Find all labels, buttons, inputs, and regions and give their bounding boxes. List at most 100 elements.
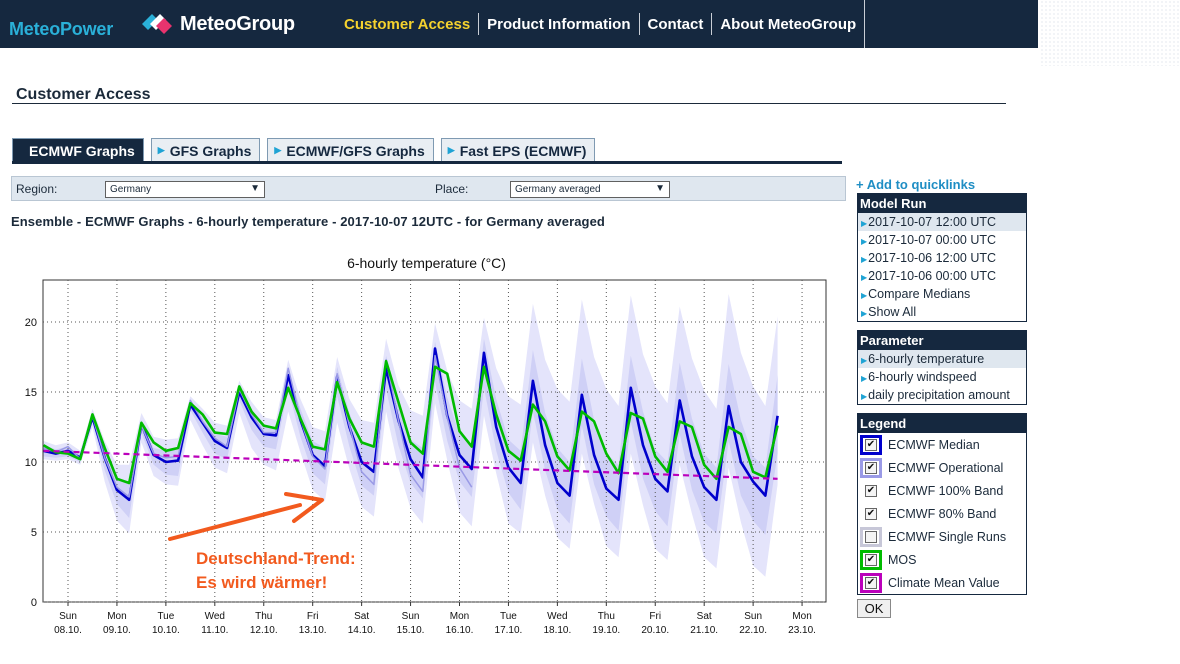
graph-tabs: ECMWF Graphs ▶ GFS Graphs ▶ ECMWF/GFS Grap… [12, 138, 596, 162]
nav-customer-access[interactable]: Customer Access [344, 15, 471, 33]
series-ecmwf-median [43, 347, 779, 502]
legend-item[interactable]: ✔ Climate Mean Value [858, 571, 1026, 594]
model-run-label: 2017-10-07 12:00 UTC [868, 215, 997, 229]
x-tick-day: Mon [107, 611, 126, 622]
nav-product-information[interactable]: Product Information [487, 15, 631, 33]
tab-label: ECMWF Graphs [29, 142, 135, 159]
model-run-label: Compare Medians [868, 287, 971, 301]
band-100-area [43, 294, 778, 577]
top-bar: MeteoPower MeteoGroup Customer Access Pr… [0, 0, 1038, 48]
legend-item[interactable]: ✔ MOS [858, 548, 1026, 571]
legend-swatch [860, 526, 882, 547]
chart-title: 6-hourly temperature (°C) [347, 255, 506, 271]
legend-label: ECMWF Single Runs [888, 529, 1007, 544]
nav-divider [478, 13, 480, 35]
series-mos [42, 359, 779, 485]
arrow-right-icon: ▶ [861, 374, 868, 383]
legend-checkbox[interactable]: ✔ [865, 576, 877, 589]
legend-checkbox[interactable] [865, 530, 877, 543]
show-all-link[interactable]: ▶Show All [858, 303, 1026, 321]
meteogroup-logo-icon[interactable] [142, 12, 172, 36]
arrow-right-icon: ▶ [861, 291, 868, 300]
model-run-label: 2017-10-06 12:00 UTC [868, 251, 997, 265]
legend-item[interactable]: ECMWF Single Runs [858, 525, 1026, 548]
meteogroup-wordmark[interactable]: MeteoGroup [180, 13, 295, 35]
tab-fast-eps[interactable]: ▶ Fast EPS (ECMWF) [440, 138, 596, 162]
legend-item[interactable]: ✔ ECMWF Operational [858, 456, 1026, 479]
parameter-item[interactable]: ▶daily precipitation amount [858, 386, 1026, 404]
parameter-label: 6-hourly temperature [868, 352, 985, 366]
tab-gfs-graphs[interactable]: ▶ GFS Graphs [150, 138, 261, 162]
graph-caption: Ensemble - ECMWF Graphs - 6-hourly tempe… [11, 214, 605, 229]
legend-swatch: ✔ [860, 457, 882, 478]
add-to-quicklinks-link[interactable]: + Add to quicklinks [856, 177, 976, 192]
temperature-chart: 6-hourly temperature (°C) Sun 08.10. Mon 09.… [25, 255, 827, 636]
arrow-right-icon: ▶ [861, 237, 868, 246]
legend-checkbox[interactable]: ✔ [865, 553, 877, 566]
band-80-area [43, 338, 778, 535]
legend-checkbox[interactable]: ✔ [865, 484, 877, 497]
legend-item[interactable]: ✔ ECMWF 100% Band [858, 479, 1026, 502]
model-run-item[interactable]: ▶2017-10-07 00:00 UTC [858, 231, 1026, 249]
x-tick-day: Fri [649, 611, 661, 622]
legend-swatch: ✔ [860, 503, 882, 524]
ok-button[interactable]: OK [857, 599, 891, 618]
legend-checkbox[interactable]: ✔ [865, 461, 877, 474]
place-value: Germany averaged [515, 184, 601, 195]
x-tick-date: 18.10. [543, 625, 571, 636]
annotation-arrow-shaft [168, 503, 302, 541]
legend-label: MOS [888, 552, 917, 567]
x-tick-date: 10.10. [152, 625, 180, 636]
legend-item[interactable]: ✔ ECMWF 80% Band [858, 502, 1026, 525]
model-run-item[interactable]: ▶2017-10-07 12:00 UTC [858, 213, 1026, 231]
parameter-item[interactable]: ▶6-hourly temperature [858, 350, 1026, 368]
parameter-item[interactable]: ▶6-hourly windspeed [858, 368, 1026, 386]
x-tick-day: Wed [547, 611, 567, 622]
place-select[interactable]: Germany averaged ▼ [510, 181, 670, 198]
nav-about-meteogroup[interactable]: About MeteoGroup [720, 15, 857, 33]
legend-swatch: ✔ [860, 434, 882, 455]
legend-swatch: ✔ [860, 549, 882, 570]
legend-heading: Legend [858, 414, 1026, 433]
x-tick-date: 13.10. [299, 625, 327, 636]
compare-medians-link[interactable]: ▶Compare Medians [858, 285, 1026, 303]
x-tick-date: 15.10. [397, 625, 425, 636]
x-tick-date: 17.10. [495, 625, 523, 636]
page-title: Customer Access [16, 86, 151, 103]
arrow-right-icon: ▶ [157, 145, 165, 155]
legend-checkbox[interactable]: ✔ [865, 507, 877, 520]
arrow-right-icon: ▶ [861, 255, 868, 264]
legend-checkbox[interactable]: ✔ [865, 438, 877, 451]
x-tick-date: 14.10. [348, 625, 376, 636]
x-tick-day: Mon [792, 611, 811, 622]
main-nav: Customer Access Product Information Cont… [336, 0, 866, 48]
legend-panel: Legend ✔ ECMWF Median ✔ ECMWF Operational ✔ E… [857, 413, 1027, 595]
x-tick-date: 23.10. [788, 625, 816, 636]
nav-divider [864, 0, 866, 48]
legend-item[interactable]: ✔ ECMWF Median [858, 433, 1026, 456]
x-tick-day: Sun [744, 611, 762, 622]
legend-label: ECMWF Median [888, 437, 980, 452]
tab-ecmwf-gfs-graphs[interactable]: ▶ ECMWF/GFS Graphs [267, 138, 434, 162]
x-tick-day: Sun [402, 611, 420, 622]
title-divider [12, 103, 1006, 104]
model-run-label: 2017-10-06 00:00 UTC [868, 269, 997, 283]
legend-label: ECMWF 100% Band [888, 483, 1004, 498]
x-tick-day: Fri [307, 611, 319, 622]
legend-label: ECMWF 80% Band [888, 506, 997, 521]
tab-ecmwf-graphs[interactable]: ECMWF Graphs [12, 138, 144, 162]
model-run-label: 2017-10-07 00:00 UTC [868, 233, 997, 247]
x-tick-day: Tue [500, 611, 517, 622]
tab-label: ECMWF/GFS Graphs [286, 142, 425, 159]
meteopower-logo[interactable]: MeteoPower [9, 19, 114, 39]
x-tick-day: Thu [598, 611, 615, 622]
arrow-right-icon: ▶ [861, 273, 868, 282]
model-run-item[interactable]: ▶2017-10-06 12:00 UTC [858, 249, 1026, 267]
parameter-panel: Parameter ▶6-hourly temperature ▶6-hourl… [857, 330, 1027, 405]
region-select[interactable]: Germany ▼ [105, 181, 265, 198]
nav-contact[interactable]: Contact [647, 15, 704, 33]
model-run-item[interactable]: ▶2017-10-06 00:00 UTC [858, 267, 1026, 285]
y-tick-label: 10 [25, 457, 37, 469]
x-tick-date: 09.10. [103, 625, 131, 636]
annotation-line-2: Es wird wärmer! [196, 573, 327, 592]
